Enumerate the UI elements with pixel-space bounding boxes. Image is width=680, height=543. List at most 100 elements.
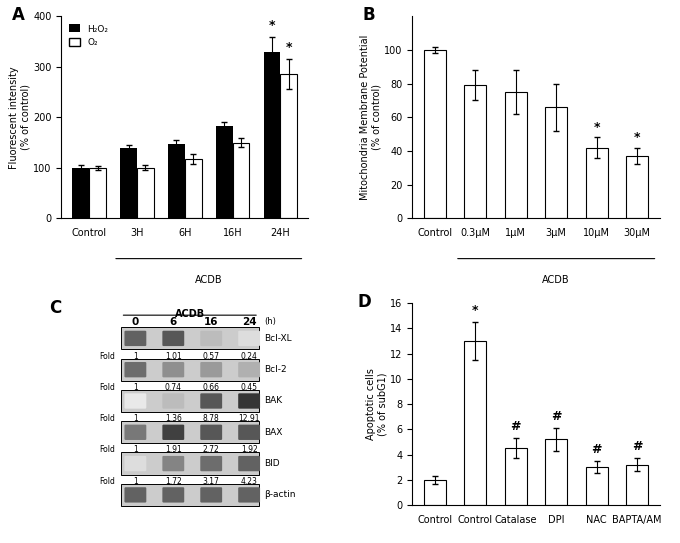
Text: 2.72: 2.72 — [203, 445, 220, 454]
Y-axis label: Apoptotic cells
(% of subG1): Apoptotic cells (% of subG1) — [366, 368, 388, 440]
Text: 1.72: 1.72 — [165, 477, 182, 486]
Text: 0.57: 0.57 — [203, 351, 220, 361]
FancyBboxPatch shape — [124, 456, 146, 471]
Text: (h): (h) — [264, 317, 276, 326]
Bar — [280, 74, 297, 218]
Text: ACDB: ACDB — [543, 275, 570, 285]
FancyBboxPatch shape — [238, 487, 260, 503]
Text: Fold: Fold — [100, 383, 116, 392]
FancyBboxPatch shape — [238, 362, 260, 377]
FancyBboxPatch shape — [124, 331, 146, 346]
Text: ACDB: ACDB — [195, 275, 222, 285]
FancyBboxPatch shape — [163, 425, 184, 440]
Text: 0: 0 — [132, 317, 139, 327]
Text: 1: 1 — [133, 383, 138, 392]
Text: 16: 16 — [204, 317, 218, 327]
Text: Bcl-2: Bcl-2 — [264, 365, 286, 374]
Text: B: B — [363, 6, 375, 24]
Text: *: * — [594, 121, 600, 134]
FancyBboxPatch shape — [163, 487, 184, 503]
Text: BAK: BAK — [264, 396, 282, 406]
Bar — [585, 148, 608, 218]
Text: 0.24: 0.24 — [241, 351, 258, 361]
Text: 1.36: 1.36 — [165, 414, 182, 423]
FancyBboxPatch shape — [238, 456, 260, 471]
Bar — [73, 168, 89, 218]
FancyBboxPatch shape — [163, 393, 184, 409]
Bar — [137, 168, 154, 218]
Text: 12.91: 12.91 — [239, 414, 260, 423]
Bar — [233, 142, 250, 218]
Bar — [185, 159, 201, 218]
Text: BID: BID — [264, 459, 279, 468]
Text: 8.78: 8.78 — [203, 414, 220, 423]
FancyBboxPatch shape — [120, 452, 259, 475]
FancyBboxPatch shape — [201, 487, 222, 503]
Text: *: * — [286, 41, 292, 54]
Text: #: # — [592, 443, 602, 456]
FancyBboxPatch shape — [238, 393, 260, 409]
Text: #: # — [551, 410, 562, 423]
Text: Bcl-XL: Bcl-XL — [264, 334, 292, 343]
Text: BAX: BAX — [264, 428, 282, 437]
FancyBboxPatch shape — [120, 484, 259, 506]
Text: 0.66: 0.66 — [203, 383, 220, 392]
Text: 1.92: 1.92 — [241, 445, 258, 454]
FancyBboxPatch shape — [201, 331, 222, 346]
FancyBboxPatch shape — [124, 362, 146, 377]
Text: 4.23: 4.23 — [241, 477, 258, 486]
Bar — [585, 467, 608, 505]
Text: 0.74: 0.74 — [165, 383, 182, 392]
Text: 24: 24 — [242, 317, 256, 327]
FancyBboxPatch shape — [120, 421, 259, 444]
Bar — [168, 143, 185, 218]
FancyBboxPatch shape — [201, 456, 222, 471]
Text: #: # — [511, 420, 521, 433]
Text: *: * — [634, 131, 641, 144]
Bar — [424, 50, 446, 218]
FancyBboxPatch shape — [201, 393, 222, 409]
Text: 1.91: 1.91 — [165, 445, 182, 454]
Text: 1: 1 — [133, 477, 138, 486]
Bar — [545, 107, 567, 218]
Text: ACDB: ACDB — [175, 309, 205, 319]
Bar — [626, 465, 648, 505]
FancyBboxPatch shape — [201, 362, 222, 377]
Text: β-actin: β-actin — [264, 490, 296, 500]
FancyBboxPatch shape — [163, 456, 184, 471]
Text: 0.45: 0.45 — [241, 383, 258, 392]
Text: 1.01: 1.01 — [165, 351, 182, 361]
Bar — [264, 52, 280, 218]
Y-axis label: Fluorescent intensity
(% of control): Fluorescent intensity (% of control) — [9, 66, 30, 168]
Bar — [89, 168, 106, 218]
Text: 1: 1 — [133, 414, 138, 423]
FancyBboxPatch shape — [124, 425, 146, 440]
Bar — [216, 126, 233, 218]
Bar — [464, 85, 486, 218]
Bar — [120, 148, 137, 218]
FancyBboxPatch shape — [201, 425, 222, 440]
Text: Fold: Fold — [100, 351, 116, 361]
Text: Fold: Fold — [100, 445, 116, 454]
FancyBboxPatch shape — [120, 358, 259, 381]
Bar — [505, 92, 527, 218]
FancyBboxPatch shape — [163, 331, 184, 346]
FancyBboxPatch shape — [238, 425, 260, 440]
Text: Fold: Fold — [100, 477, 116, 486]
Text: C: C — [49, 299, 61, 317]
Text: 1: 1 — [133, 351, 138, 361]
Bar — [464, 341, 486, 505]
FancyBboxPatch shape — [120, 390, 259, 412]
Text: D: D — [358, 293, 372, 311]
Y-axis label: Mitochondria Membrane Potential
(% of control): Mitochondria Membrane Potential (% of co… — [360, 35, 381, 200]
Text: 1: 1 — [133, 445, 138, 454]
Text: *: * — [472, 304, 479, 317]
FancyBboxPatch shape — [163, 362, 184, 377]
Text: 3.17: 3.17 — [203, 477, 220, 486]
FancyBboxPatch shape — [124, 393, 146, 409]
Text: Fold: Fold — [100, 414, 116, 423]
Text: 6: 6 — [170, 317, 177, 327]
Bar — [424, 480, 446, 505]
Bar — [626, 156, 648, 218]
Text: *: * — [269, 20, 275, 33]
